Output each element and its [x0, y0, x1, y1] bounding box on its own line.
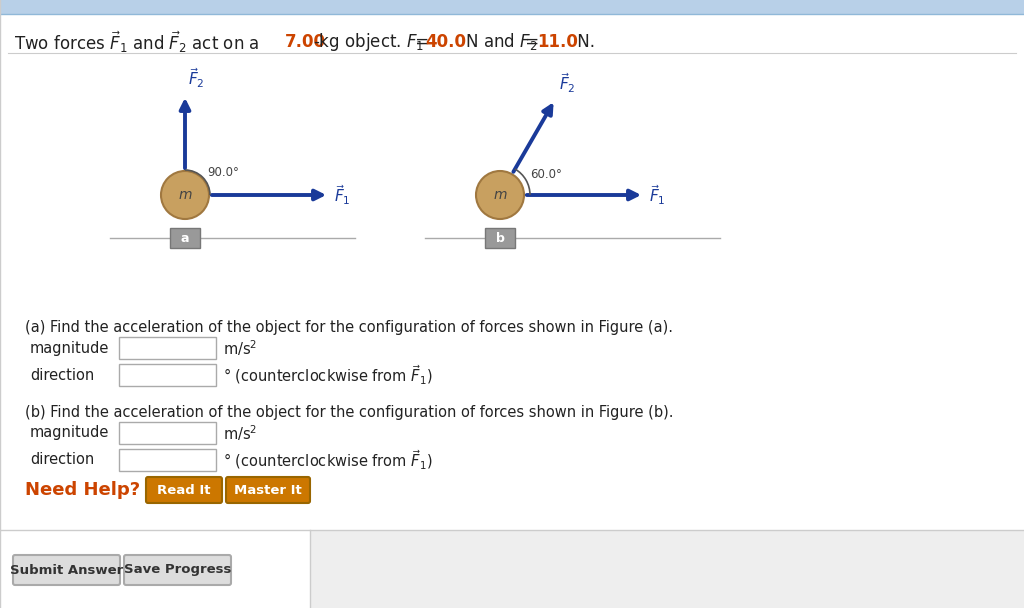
Text: ° (counterclockwise from $\vec{F}_1$): ° (counterclockwise from $\vec{F}_1$)	[223, 364, 433, 387]
FancyBboxPatch shape	[119, 337, 216, 359]
Text: 40.0: 40.0	[425, 33, 466, 51]
FancyBboxPatch shape	[0, 0, 1024, 14]
Text: N and $F_2$: N and $F_2$	[460, 32, 538, 52]
Text: 60.0°: 60.0°	[530, 168, 562, 181]
FancyBboxPatch shape	[124, 555, 231, 585]
Text: Master It: Master It	[234, 483, 302, 497]
Text: b: b	[496, 232, 505, 244]
Text: 7.00: 7.00	[285, 33, 326, 51]
Text: -kg object. $F_1$: -kg object. $F_1$	[313, 31, 424, 53]
Text: Two forces $\vec{F}_1$ and $\vec{F}_2$ act on a: Two forces $\vec{F}_1$ and $\vec{F}_2$ a…	[14, 29, 261, 55]
FancyBboxPatch shape	[13, 555, 120, 585]
Text: $\vec{F}_1$: $\vec{F}_1$	[649, 183, 666, 207]
Text: 11.0: 11.0	[537, 33, 578, 51]
Text: magnitude: magnitude	[30, 426, 110, 441]
Text: 90.0°: 90.0°	[207, 166, 239, 179]
FancyBboxPatch shape	[119, 422, 216, 444]
FancyBboxPatch shape	[226, 477, 310, 503]
Text: direction: direction	[30, 367, 94, 382]
FancyBboxPatch shape	[119, 364, 216, 386]
Text: $m$: $m$	[493, 188, 507, 202]
Text: $m$: $m$	[178, 188, 193, 202]
Text: Save Progress: Save Progress	[124, 564, 231, 576]
FancyBboxPatch shape	[146, 477, 222, 503]
Text: ° (counterclockwise from $\vec{F}_1$): ° (counterclockwise from $\vec{F}_1$)	[223, 448, 433, 472]
Circle shape	[476, 171, 524, 219]
Text: $\vec{F}_1$: $\vec{F}_1$	[334, 183, 350, 207]
Text: N.: N.	[572, 33, 595, 51]
Text: direction: direction	[30, 452, 94, 468]
FancyBboxPatch shape	[170, 228, 200, 248]
Circle shape	[161, 171, 209, 219]
Text: Submit Answer: Submit Answer	[10, 564, 123, 576]
Text: =: =	[520, 33, 545, 51]
Text: $\vec{F}_2$: $\vec{F}_2$	[559, 71, 575, 95]
Text: =: =	[410, 33, 434, 51]
FancyBboxPatch shape	[0, 530, 310, 608]
Text: (a) Find the acceleration of the object for the configuration of forces shown in: (a) Find the acceleration of the object …	[25, 320, 673, 335]
Text: a: a	[181, 232, 189, 244]
Text: magnitude: magnitude	[30, 340, 110, 356]
Text: (b) Find the acceleration of the object for the configuration of forces shown in: (b) Find the acceleration of the object …	[25, 405, 674, 420]
Text: Need Help?: Need Help?	[25, 481, 140, 499]
Text: Read It: Read It	[158, 483, 211, 497]
FancyBboxPatch shape	[485, 228, 515, 248]
Text: m/s$^2$: m/s$^2$	[223, 338, 257, 358]
FancyBboxPatch shape	[310, 530, 1024, 608]
Text: m/s$^2$: m/s$^2$	[223, 423, 257, 443]
FancyBboxPatch shape	[119, 449, 216, 471]
Text: $\vec{F}_2$: $\vec{F}_2$	[188, 66, 205, 90]
